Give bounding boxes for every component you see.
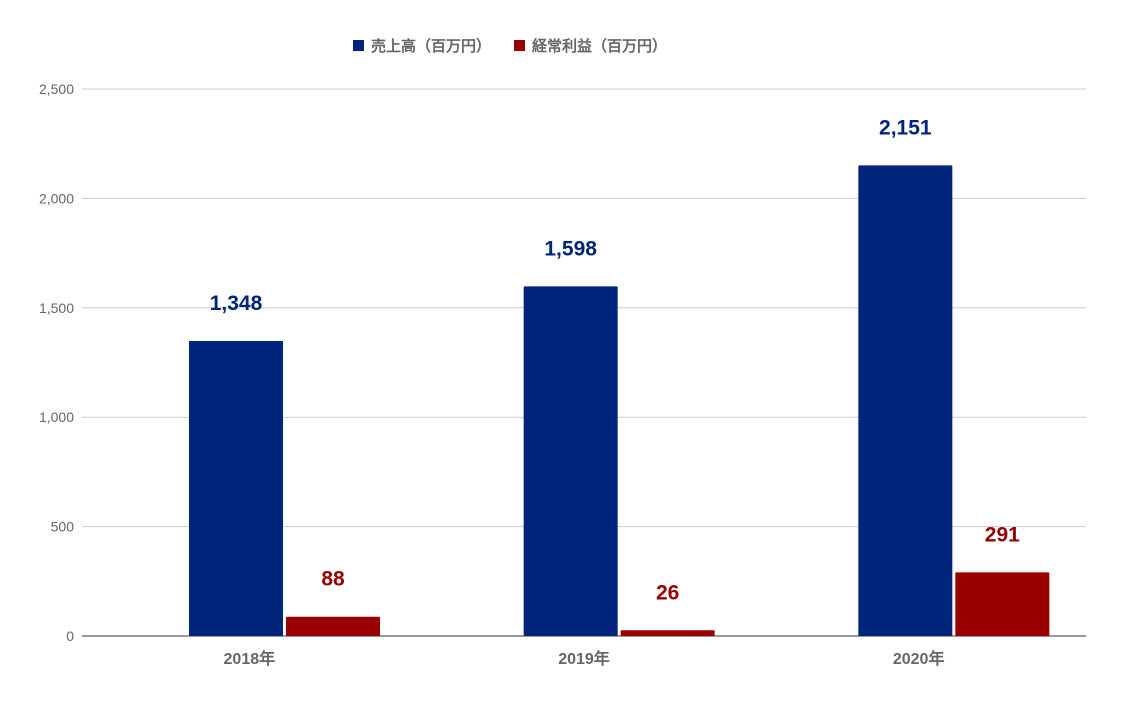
y-tick-label: 500	[51, 519, 75, 535]
legend-swatch-2	[514, 40, 525, 51]
y-tick-label: 0	[66, 628, 74, 644]
legend-swatch-1	[353, 40, 364, 51]
data-label-sales-3: 2,151	[879, 116, 932, 139]
x-tick-label: 2019年	[558, 649, 610, 668]
x-axis: 2018年 2019年 2020年	[224, 649, 945, 668]
y-tick-label: 1,500	[39, 300, 74, 316]
y-axis: 0 500 1,000 1,500 2,000 2,500	[39, 81, 74, 644]
data-label-sales-2: 1,598	[544, 237, 597, 260]
bar-sales-2	[523, 286, 618, 636]
x-tick-label: 2018年	[224, 649, 276, 668]
data-label-profit-3: 291	[985, 523, 1020, 546]
legend-label-2: 経常利益（百万円）	[532, 37, 667, 55]
y-tick-label: 2,000	[39, 190, 74, 206]
legend-label-1: 売上高（百万円）	[371, 37, 491, 55]
bar-profit-3	[955, 572, 1050, 636]
bar-sales-3	[858, 165, 953, 636]
data-label-profit-2: 26	[656, 581, 679, 604]
bar-sales-1	[189, 341, 283, 636]
bars	[189, 165, 1050, 636]
y-tick-label: 1,000	[39, 409, 74, 425]
data-label-profit-1: 88	[321, 568, 345, 591]
data-labels: 1,348 88 1,598 26 2,151 291	[210, 116, 1020, 604]
bar-profit-1	[286, 616, 380, 636]
legend: 売上高（百万円） 経常利益（百万円）	[353, 37, 667, 55]
y-tick-label: 2,500	[39, 81, 74, 97]
bar-profit-2	[620, 630, 715, 636]
x-tick-label: 2020年	[893, 649, 945, 668]
data-label-sales-1: 1,348	[210, 292, 263, 315]
